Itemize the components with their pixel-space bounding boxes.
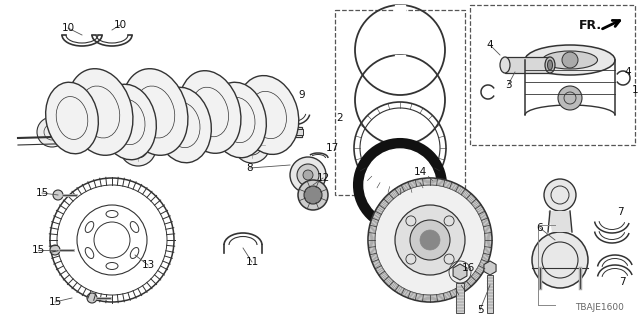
Text: 12: 12 [316,173,330,183]
Circle shape [95,113,125,143]
Circle shape [37,117,67,147]
Circle shape [364,149,436,221]
Bar [335,10,465,195]
Text: 4: 4 [625,67,631,77]
Text: 11: 11 [245,257,259,267]
Circle shape [354,139,446,231]
Circle shape [558,86,582,110]
Circle shape [304,186,322,204]
Ellipse shape [100,84,156,160]
Circle shape [64,90,100,126]
Circle shape [50,245,60,255]
Text: 15: 15 [49,297,61,307]
Text: 5: 5 [477,305,483,315]
Circle shape [287,99,293,105]
Text: 6: 6 [537,223,543,233]
Bar [456,283,464,313]
Circle shape [410,220,450,260]
Ellipse shape [543,51,598,69]
Circle shape [265,107,295,137]
Polygon shape [484,261,496,275]
Polygon shape [453,264,467,280]
Text: 15: 15 [35,188,49,198]
Text: 7: 7 [617,207,623,217]
Bar [280,127,302,137]
Polygon shape [548,211,572,232]
Text: 10: 10 [61,23,75,33]
Text: 10: 10 [113,20,127,30]
Ellipse shape [179,71,241,153]
Text: 9: 9 [299,90,305,100]
Circle shape [234,127,270,163]
Ellipse shape [237,76,299,155]
Text: 7: 7 [619,277,625,287]
Text: 8: 8 [246,163,253,173]
Text: 3: 3 [505,80,511,90]
Circle shape [544,179,576,211]
Text: 14: 14 [413,167,427,177]
Circle shape [395,205,465,275]
Text: 15: 15 [31,245,45,255]
Bar [470,5,635,145]
Ellipse shape [525,45,615,75]
Circle shape [87,293,97,303]
Ellipse shape [547,60,552,70]
Polygon shape [395,55,405,62]
Circle shape [153,113,183,143]
Circle shape [532,232,588,288]
Polygon shape [397,5,403,10]
Text: 4: 4 [486,40,493,50]
Circle shape [53,190,63,200]
Bar [487,275,493,313]
Text: 13: 13 [141,260,155,270]
Circle shape [120,130,156,166]
Ellipse shape [500,57,510,73]
Circle shape [297,164,319,186]
Text: FR.: FR. [579,19,602,31]
Circle shape [290,157,326,193]
Text: 2: 2 [337,113,343,123]
Circle shape [178,87,214,123]
Circle shape [420,230,440,250]
Polygon shape [395,5,405,12]
Circle shape [368,178,492,302]
Bar [295,129,303,135]
Ellipse shape [210,82,266,158]
Circle shape [562,52,578,68]
Ellipse shape [545,57,555,73]
Circle shape [298,180,328,210]
Circle shape [213,107,243,137]
Text: 16: 16 [461,263,475,273]
Ellipse shape [122,69,188,155]
Ellipse shape [67,69,133,155]
Ellipse shape [45,82,99,154]
Bar [505,57,550,73]
Text: 1: 1 [632,85,638,95]
Circle shape [303,170,313,180]
Text: TBAJE1600: TBAJE1600 [575,303,625,313]
Ellipse shape [155,87,211,163]
Text: 17: 17 [325,143,339,153]
